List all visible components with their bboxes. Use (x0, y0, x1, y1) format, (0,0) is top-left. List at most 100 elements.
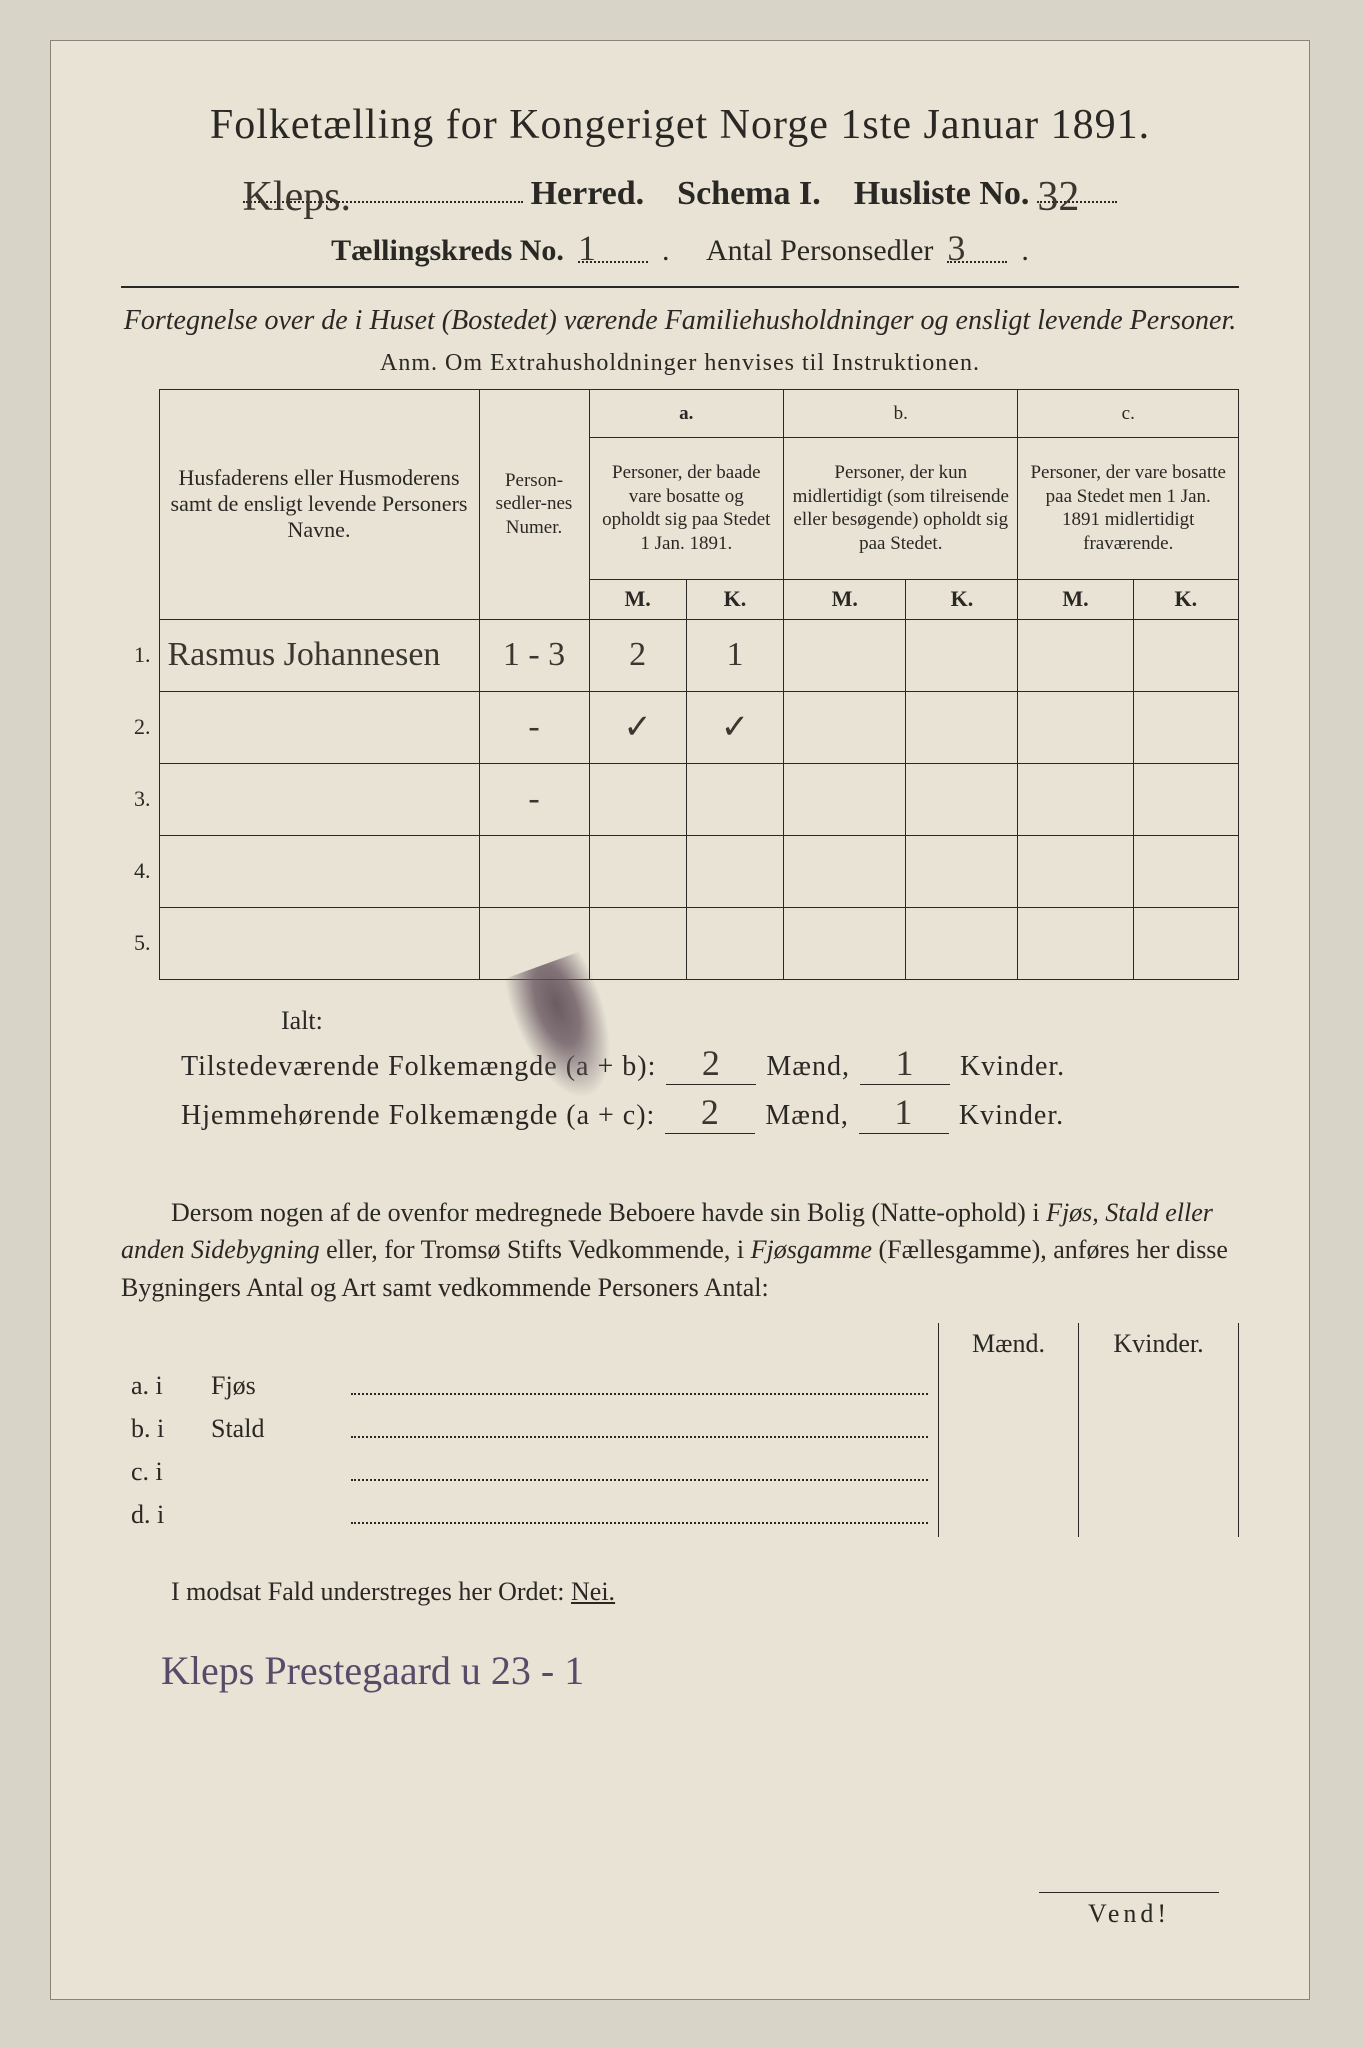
census-form-page: Folketælling for Kongeriget Norge 1ste J… (50, 40, 1310, 2000)
col-names: Husfaderens eller Husmoderens samt de en… (159, 389, 479, 619)
side-row-dots (341, 1451, 939, 1494)
personsedler-numer (479, 907, 589, 979)
b-m (784, 907, 906, 979)
row-number: 4. (121, 835, 159, 907)
divider-rule (121, 286, 1239, 288)
husliste-label: Husliste No. (854, 175, 1030, 213)
person-name (159, 835, 479, 907)
side-row-k (1079, 1451, 1239, 1494)
side-row-type (201, 1494, 341, 1537)
col-a-desc: Personer, der baade vare bosatte og opho… (589, 438, 784, 580)
person-name (159, 907, 479, 979)
side-building-paragraph: Dersom nogen af de ovenfor medregnede Be… (121, 1194, 1239, 1307)
totals-resident: Hjemmehørende Folkemængde (a + c): 2 Mæn… (181, 1091, 1239, 1134)
col-c-desc: Personer, der vare bosatte paa Stedet me… (1018, 438, 1239, 580)
kreds-value: 1 (578, 228, 596, 268)
subtitle: Fortegnelse over de i Huset (Bostedet) v… (121, 302, 1239, 340)
a-m (589, 907, 686, 979)
a-k (686, 763, 783, 835)
side-row-label: b. i (121, 1408, 201, 1451)
col-b-k: K. (906, 579, 1018, 619)
col-numer: Person-sedler-nes Numer. (479, 389, 589, 619)
b-k (906, 907, 1018, 979)
side-row-type: Stald (201, 1408, 341, 1451)
main-title: Folketælling for Kongeriget Norge 1ste J… (121, 101, 1239, 149)
side-row-k (1079, 1494, 1239, 1537)
person-name (159, 691, 479, 763)
ialt-label: Ialt: (281, 1006, 1239, 1036)
side-row: a. iFjøs (121, 1365, 1239, 1408)
col-a-k: K. (686, 579, 783, 619)
c-m (1018, 691, 1133, 763)
a-m: ✓ (589, 691, 686, 763)
c-k (1133, 691, 1238, 763)
present-k: 1 (895, 1043, 914, 1083)
b-m (784, 691, 906, 763)
personsedler-numer (479, 835, 589, 907)
present-label: Tilstedeværende Folkemængde (a + b): (181, 1051, 656, 1083)
a-m (589, 835, 686, 907)
side-row-m (939, 1408, 1079, 1451)
bottom-handwriting: Kleps Prestegaard u 23 - 1 (161, 1647, 1239, 1694)
personsedler-numer: 1 - 3 (479, 619, 589, 691)
col-b-m: M. (784, 579, 906, 619)
herred-field: Kleps. (243, 167, 523, 203)
kvinder-label: Kvinder. (960, 1051, 1065, 1083)
col-a-m: M. (589, 579, 686, 619)
b-m (784, 835, 906, 907)
side-head-k: Kvinder. (1079, 1323, 1239, 1365)
c-k (1133, 835, 1238, 907)
modsat-line: I modsat Fald understreges her Ordet: Ne… (121, 1577, 1239, 1607)
side-row-dots (341, 1494, 939, 1537)
header-line-2: Kleps. Herred. Schema I. Husliste No. 32 (121, 167, 1239, 213)
maend-label-2: Mænd, (765, 1100, 849, 1132)
col-b-desc: Personer, der kun midlertidigt (som tilr… (784, 438, 1018, 580)
table-row: 2.-✓✓ (121, 691, 1239, 763)
a-m (589, 763, 686, 835)
kvinder-label-2: Kvinder. (959, 1100, 1064, 1132)
kreds-label: Tællingskreds No. (331, 234, 564, 268)
c-m (1018, 763, 1133, 835)
resident-m: 2 (701, 1092, 720, 1132)
b-k (906, 619, 1018, 691)
a-k: ✓ (686, 691, 783, 763)
side-head-m: Mænd. (939, 1323, 1079, 1365)
header-line-3: Tællingskreds No. 1 . Antal Personsedler… (121, 227, 1239, 268)
side-row: b. iStald (121, 1408, 1239, 1451)
b-k (906, 763, 1018, 835)
side-row-dots (341, 1408, 939, 1451)
side-row: c. i (121, 1451, 1239, 1494)
table-row: 4. (121, 835, 1239, 907)
side-row-label: c. i (121, 1451, 201, 1494)
herred-value: Kleps. (243, 174, 352, 220)
side-row-k (1079, 1408, 1239, 1451)
side-row-m (939, 1494, 1079, 1537)
table-row: 3.- (121, 763, 1239, 835)
antal-value: 3 (947, 228, 965, 268)
a-m: 2 (589, 619, 686, 691)
census-table: Husfaderens eller Husmoderens samt de en… (121, 389, 1239, 980)
side-row-m (939, 1365, 1079, 1408)
antal-label: Antal Personsedler (706, 234, 933, 268)
antal-field: 3 (947, 227, 1007, 263)
a-k (686, 835, 783, 907)
resident-label: Hjemmehørende Folkemængde (a + c): (181, 1100, 655, 1132)
c-m (1018, 619, 1133, 691)
side-building-table: Mænd. Kvinder. a. iFjøsb. iStaldc. id. i (121, 1323, 1239, 1537)
side-row-label: d. i (121, 1494, 201, 1537)
row-number: 1. (121, 619, 159, 691)
husliste-field: 32 (1037, 167, 1117, 203)
side-row-type: Fjøs (201, 1365, 341, 1408)
personsedler-numer: - (479, 691, 589, 763)
b-m (784, 763, 906, 835)
col-c-m: M. (1018, 579, 1133, 619)
c-k (1133, 763, 1238, 835)
annotation-note: Anm. Om Extrahusholdninger henvises til … (121, 350, 1239, 377)
col-b-label: b. (784, 389, 1018, 437)
herred-label: Herred. (531, 175, 645, 213)
row-number: 2. (121, 691, 159, 763)
side-row-label: a. i (121, 1365, 201, 1408)
b-m (784, 619, 906, 691)
side-row-m (939, 1451, 1079, 1494)
side-row: d. i (121, 1494, 1239, 1537)
